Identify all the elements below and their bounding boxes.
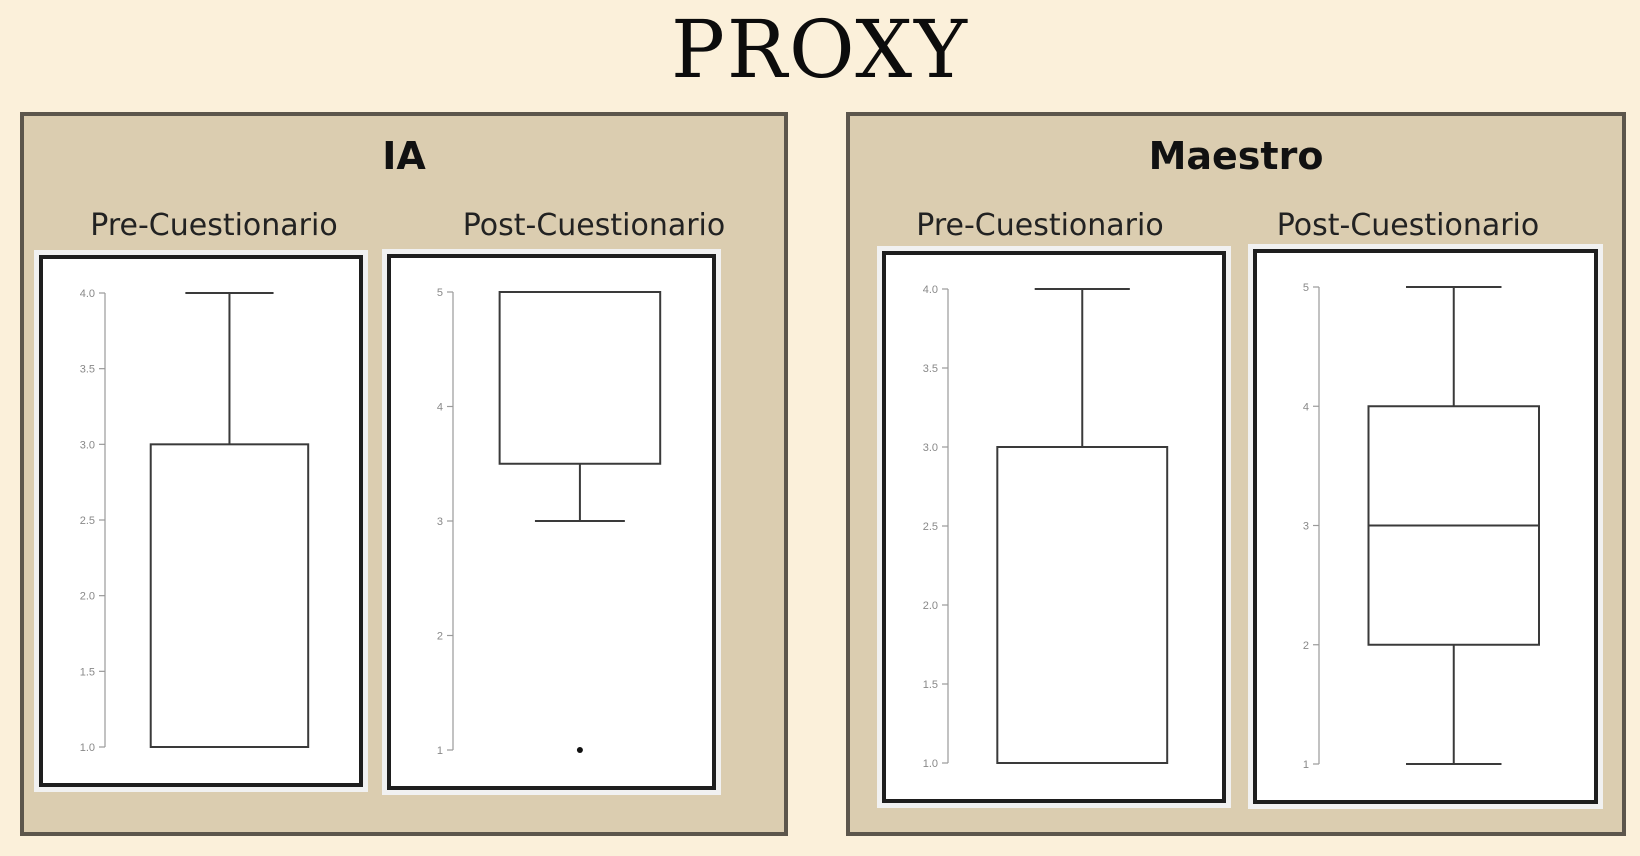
y-tick-label: 3.0 <box>923 442 938 454</box>
boxplot-ia-pre: 1.0 1.5 2.0 2.5 3.0 3.5 4.0 <box>39 255 363 787</box>
y-tick-label: 5 <box>437 287 443 299</box>
y-tick-label: 1 <box>437 745 443 757</box>
y-tick-label: 1.5 <box>923 679 938 691</box>
page-title: PROXY <box>670 3 969 96</box>
y-tick-label: 1.0 <box>923 758 938 770</box>
y-tick-label: 1.0 <box>80 742 95 754</box>
subtitle-maestro-post: Post-Cuestionario <box>1276 208 1540 243</box>
boxplot-ia-post: 1 2 3 4 5 <box>387 254 716 790</box>
y-tick-label: 3 <box>1303 521 1309 533</box>
boxplot-svg: 1.0 1.5 2.0 2.5 3.0 3.5 4.0 <box>80 288 310 754</box>
y-tick-label: 4 <box>1303 401 1309 413</box>
y-tick-label: 2.0 <box>80 591 95 603</box>
boxplot-maestro-post: 1 2 3 4 5 <box>1253 249 1598 804</box>
y-tick-label: 1 <box>1303 759 1309 771</box>
y-tick-label: 3.0 <box>80 439 95 451</box>
subtitle-ia-pre: Pre-Cuestionario <box>90 208 338 243</box>
panel-maestro: Maestro Pre-Cuestionario Post-Cuestionar… <box>846 112 1626 836</box>
boxplot-maestro-pre: 1.0 1.5 2.0 2.5 3.0 3.5 4.0 <box>882 251 1226 803</box>
panel-ia: IA Pre-Cuestionario Post-Cuestionario 1.… <box>20 112 788 836</box>
y-tick-label: 4.0 <box>923 284 938 296</box>
outlier-point <box>576 747 583 753</box>
y-tick-label: 1.5 <box>80 666 95 678</box>
y-tick-label: 2.0 <box>923 600 938 612</box>
y-tick-label: 2.5 <box>923 521 938 533</box>
iqr-box <box>996 446 1169 764</box>
y-tick-label: 2 <box>437 631 443 643</box>
panel-title-ia: IA <box>382 134 426 178</box>
iqr-box <box>498 291 662 465</box>
y-tick-label: 3.5 <box>923 363 938 375</box>
y-tick-label: 4 <box>437 402 443 414</box>
panel-title-maestro: Maestro <box>1148 134 1324 178</box>
y-tick-label: 3 <box>437 516 443 528</box>
y-tick-label: 3.5 <box>80 364 95 376</box>
boxplot-svg: 1 2 3 4 5 <box>437 287 662 757</box>
y-tick-label: 2 <box>1303 640 1309 652</box>
y-tick-label: 5 <box>1303 282 1309 294</box>
boxplot-svg: 1.0 1.5 2.0 2.5 3.0 3.5 4.0 <box>923 284 1169 770</box>
subtitle-maestro-pre: Pre-Cuestionario <box>916 208 1164 243</box>
y-tick-label: 2.5 <box>80 515 95 527</box>
boxplot-svg: 1 2 3 4 5 <box>1303 282 1540 771</box>
iqr-box <box>149 443 310 748</box>
subtitle-ia-post: Post-Cuestionario <box>462 208 726 243</box>
y-tick-label: 4.0 <box>80 288 95 300</box>
